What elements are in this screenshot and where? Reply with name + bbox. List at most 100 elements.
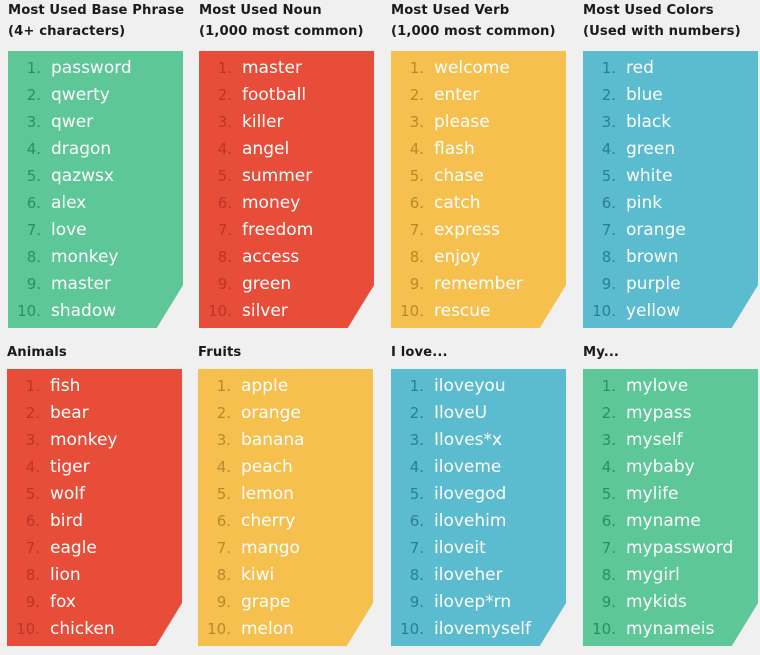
list-item-text: ilovep*rn [434,592,512,612]
list-item-text: please [434,112,490,132]
list-item: 3. qwer [8,109,183,136]
rank-number: 10. [207,620,231,638]
list-item-text: mypassword [626,538,734,558]
rank-number: 1. [25,377,40,395]
list-item-text: tiger [50,457,90,477]
list-item-text: cherry [241,511,296,531]
list-item-text: love [51,220,87,240]
rank-number: 2. [409,86,424,104]
list-item-text: mypass [626,403,692,423]
list-item: 5. mylife [583,481,758,508]
rank-number: 5. [601,485,616,503]
list-item: 9. green [199,271,374,298]
rank-number: 5. [26,167,41,185]
rank-number: 6. [409,512,424,530]
list-item: 2. football [199,82,374,109]
list-item: 10. ilovemyself [391,616,566,643]
list-item-text: apple [241,376,289,396]
list-item-text: peach [241,457,293,477]
list-item: 2. mypass [583,400,758,427]
list-item: 1. red [583,55,758,82]
rank-number: 3. [25,431,40,449]
rank-number: 1. [26,59,41,77]
rank-number: 5. [601,167,616,185]
list-item: 5. white [583,163,758,190]
list-item: 9. purple [583,271,758,298]
rank-number: 10. [400,620,424,638]
list-item: 3. myself [583,427,758,454]
rank-number: 7. [409,221,424,239]
rank-number: 5. [217,167,232,185]
list-item: 6. myname [583,508,758,535]
list-item: 5. chase [391,163,566,190]
list-item-text: monkey [51,247,119,267]
list-item: 1. fish [7,373,182,400]
list-item-text: enjoy [434,247,481,267]
list-item-text: eagle [50,538,97,558]
list-item-text: iloveher [434,565,503,585]
list-item-text: qazwsx [51,166,114,186]
list-item: 7. mango [198,535,373,562]
list-item: 1. iloveyou [391,373,566,400]
panel-most-used-verb: Most Used Verb (1,000 most common) 1. wel… [391,0,566,328]
list-item: 9. mykids [583,589,758,616]
rank-number: 3. [26,113,41,131]
rank-number: 10. [17,302,41,320]
list-item-text: shadow [51,301,117,321]
list-item: 2. qwerty [8,82,183,109]
rank-number: 3. [216,431,231,449]
rank-number: 8. [26,248,41,266]
rank-number: 2. [217,86,232,104]
panel-i-love: I love... 1. iloveyou 2. IloveU 3. Iloves*x 4.… [391,342,566,646]
list-item-text: freedom [242,220,314,240]
rank-number: 6. [601,512,616,530]
list-item-text: purple [626,274,681,294]
rank-number: 4. [216,458,231,476]
list-item: 8. enjoy [391,244,566,271]
list-item-text: lion [50,565,81,585]
list-item: 5. qazwsx [8,163,183,190]
list-item-text: wolf [50,484,86,504]
list-item-text: ilovegod [434,484,507,504]
list-item: 5. summer [199,163,374,190]
rank-number: 2. [26,86,41,104]
rank-number: 7. [409,539,424,557]
rank-number: 9. [216,593,231,611]
list-item-text: chicken [50,619,115,639]
list-item-text: iloveit [434,538,486,558]
rank-number: 4. [601,140,616,158]
list-item: 7. freedom [199,217,374,244]
panel-card: 1. red 2. blue 3. black 4. green 5. white 6. pink 7.… [583,51,758,328]
rank-number: 3. [601,431,616,449]
list-item-text: enter [434,85,480,105]
list-item: 10. silver [199,298,374,325]
list-item: 7. iloveit [391,535,566,562]
list-item-text: mylove [626,376,689,396]
list-item: 10. rescue [391,298,566,325]
rank-number: 6. [216,512,231,530]
panel-subtitle: (1,000 most common) [391,24,556,39]
list-item: 6. alex [8,190,183,217]
list-item: 8. brown [583,244,758,271]
list-item-text: money [242,193,301,213]
list-item: 2. IloveU [391,400,566,427]
list-item-text: chase [434,166,484,186]
rank-number: 9. [601,275,616,293]
list-item: 7. orange [583,217,758,244]
panel-card: 1. password 2. qwerty 3. qwer 4. dragon 5. qazwsx… [8,51,183,328]
rank-number: 1. [216,377,231,395]
rank-number: 5. [409,167,424,185]
list-item-text: iloveyou [434,376,506,396]
rank-number: 10. [16,620,40,638]
list-item: 9. ilovep*rn [391,589,566,616]
list-item: 4. peach [198,454,373,481]
rank-number: 3. [601,113,616,131]
list-item-text: angel [242,139,290,159]
list-item-text: master [242,58,302,78]
list-item-text: red [626,58,654,78]
list-item: 10. chicken [7,616,182,643]
list-item: 3. black [583,109,758,136]
panel-title: Fruits [198,345,242,360]
list-item-text: ilovehim [434,511,507,531]
panel-most-used-noun: Most Used Noun (1,000 most common) 1. mas… [199,0,374,328]
